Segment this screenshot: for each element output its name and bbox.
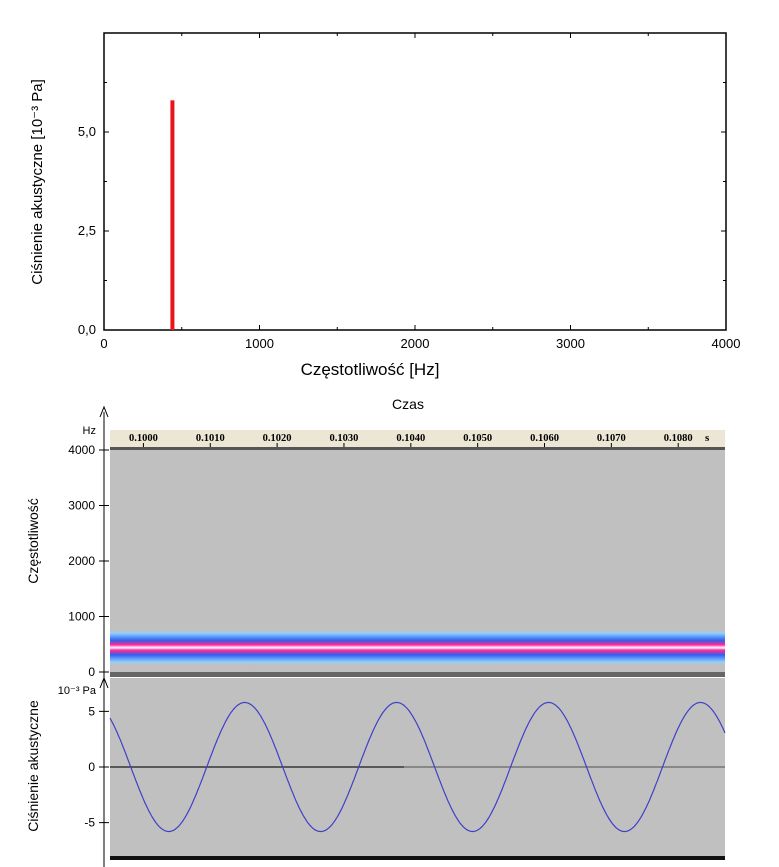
waveform-y-unit: 10⁻³ Pa [58, 685, 97, 697]
spectrogram-y-tick-label: 3000 [68, 499, 95, 513]
spectrogram-y-axis-arrow [99, 405, 109, 418]
waveform-y-axis-arrow [99, 676, 109, 689]
waveform-bottom-border [110, 856, 725, 860]
waveform-y-ticks: 5 0 -5 [84, 704, 109, 830]
spectrum-x-tick-label: 4000 [712, 336, 741, 351]
spectrum-x-tick-label: 0 [100, 336, 107, 351]
waveform-y-tick-label: -5 [84, 816, 95, 830]
spectrogram-y-ticks: 0 1000 2000 3000 4000 [68, 443, 109, 679]
waveform-series-line [109, 701, 726, 833]
spectrum-bar [170, 100, 175, 330]
time-tick-label: 0.1080 [664, 433, 693, 444]
time-unit: s [705, 432, 710, 444]
time-tick-label: 0.1030 [330, 433, 359, 444]
spectrum-x-tick-label: 1000 [245, 336, 274, 351]
spectrogram-time-title: Czas [392, 396, 424, 412]
spectrum-ticks: 0 1000 2000 3000 4000 0,0 2,5 5,0 [78, 33, 741, 351]
spectrogram-chart: Czas 0.1000 0.1010 0.1020 0.1030 0.1040 0.105… [25, 396, 725, 680]
spectrogram-y-tick-label: 2000 [68, 554, 95, 568]
spectrum-y-axis-label: Ciśnienie akustyczne [10⁻³ Pa] [29, 79, 46, 285]
spectrum-chart: 0 1000 2000 3000 4000 0,0 2,5 5,0 Ciśnienie aku… [29, 32, 741, 379]
spectrogram-y-unit: Hz [83, 425, 96, 437]
spectrogram-bottom-border [110, 672, 725, 677]
frequency-band-center [110, 646, 725, 649]
spectrum-x-axis-label: Częstotliwość [Hz] [301, 360, 440, 379]
spectrogram-y-tick-label: 0 [88, 665, 95, 679]
spectrogram-top-border [110, 447, 725, 450]
waveform-y-tick-label: 0 [88, 760, 95, 774]
spectrum-x-tick-label: 2000 [401, 336, 430, 351]
time-ruler-ticks: 0.1000 0.1010 0.1020 0.1030 0.1040 0.1050 0.10… [129, 433, 693, 447]
time-tick-label: 0.1050 [463, 433, 492, 444]
spectrum-bars [170, 100, 175, 330]
time-tick-label: 0.1060 [530, 433, 559, 444]
spectrogram-y-tick-label: 1000 [68, 610, 95, 624]
waveform-chart: 5 0 -5 10⁻³ Pa Ciśnienie akustyczne [25, 676, 726, 867]
time-ruler [110, 430, 725, 447]
spectrogram-y-axis-label: Częstotliwość [25, 498, 41, 584]
time-tick-label: 0.1000 [129, 433, 158, 444]
time-tick-label: 0.1020 [263, 433, 292, 444]
spectrum-x-tick-label: 3000 [556, 336, 585, 351]
time-tick-label: 0.1010 [196, 433, 225, 444]
spectrum-plot-frame [103, 32, 727, 331]
spectrogram-y-tick-label: 4000 [68, 443, 95, 457]
spectrum-y-tick-label: 0,0 [78, 322, 96, 337]
waveform-y-axis-label: Ciśnienie akustyczne [25, 700, 41, 832]
waveform-y-tick-label: 5 [88, 704, 95, 718]
spectrum-y-tick-label: 2,5 [78, 223, 96, 238]
time-tick-label: 0.1070 [597, 433, 626, 444]
time-tick-label: 0.1040 [396, 433, 425, 444]
spectrum-y-tick-label: 5,0 [78, 124, 96, 139]
